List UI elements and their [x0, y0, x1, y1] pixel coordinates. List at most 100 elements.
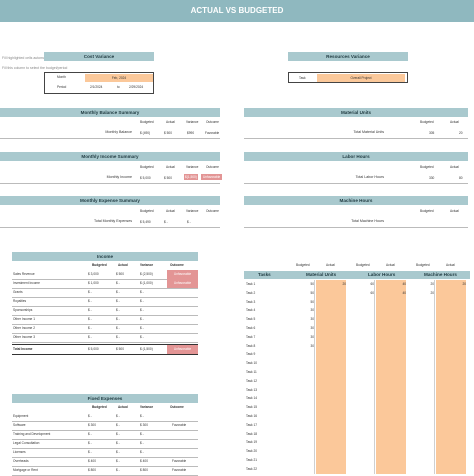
monthly-expense-header: Monthly Expense Summary: [0, 196, 220, 205]
task-row: Task 9: [244, 350, 470, 359]
income-row-outcome: Unfavorable: [167, 279, 198, 288]
task-labor-actual: 40: [400, 282, 406, 286]
mb-outcome: Favorable: [205, 131, 219, 135]
task-row: Task 17: [244, 421, 470, 430]
task-labor-budgeted: 60: [368, 291, 374, 295]
mi-col-outcome: Outcome: [206, 165, 219, 169]
expense-row-actual: $ -: [116, 414, 120, 418]
monthly-balance-header: Monthly Balance Summary: [0, 108, 220, 117]
task-name: Task 7: [246, 335, 255, 339]
me-budgeted: $ 5,490: [140, 220, 151, 224]
task-name: Task 18: [246, 432, 257, 436]
expense-row-variance: $ -: [140, 414, 144, 418]
inc-col-outcome: Outcome: [170, 263, 184, 267]
cost-variance-header: Cost Variance: [44, 52, 154, 61]
expense-row-variance: $ 800: [140, 468, 148, 472]
income-row-label: Sponsorships: [13, 308, 32, 312]
expense-row-budgeted: $ -: [88, 432, 92, 436]
income-row-actual: $ -: [116, 335, 120, 339]
income-row-label: Grants: [13, 290, 23, 294]
task-row: Task 21: [244, 456, 470, 465]
lh-col-budgeted: Budgeted: [420, 165, 434, 169]
monthly-balance-row: Monthly Balance $ (490) $ 500 $990 Favor…: [0, 128, 220, 139]
task-row: Task 15: [244, 403, 470, 412]
month-select[interactable]: Feb, 2024: [85, 74, 153, 82]
task-name: Task 3: [246, 300, 255, 304]
mu-label: Total Material Units: [353, 130, 384, 134]
inc-col-actual: Actual: [118, 263, 128, 267]
mh-label: Total Machine Hours: [351, 219, 384, 223]
income-row-outcome: [167, 333, 198, 342]
lh-budgeted: 330: [429, 176, 434, 180]
mi-col-actual: Actual: [166, 165, 175, 169]
expense-row-variance: $ 400: [140, 459, 148, 463]
income-row-outcome: [167, 306, 198, 315]
expense-row-actual: $ -: [116, 468, 120, 472]
task-row: Task 14: [244, 394, 470, 403]
mb-label: Monthly Balance: [105, 130, 132, 134]
task-machine-budgeted: 20: [428, 291, 434, 295]
task-name: Task 19: [246, 440, 257, 444]
task-material-budgeted: 30: [308, 326, 314, 330]
income-row-label: Sales Revenue: [13, 272, 35, 276]
income-total-row: Total Income$ 5,000$ 500$ (1,500)Unfavor…: [12, 344, 198, 355]
income-row-budgeted: $ -: [88, 308, 92, 312]
rt-sub-5: Actual: [446, 263, 455, 267]
inc-col-budgeted: Budgeted: [92, 263, 107, 267]
expense-row-actual: $ -: [116, 441, 120, 445]
expense-row-label: Mortgage or Rent: [13, 468, 38, 472]
fe-col-variance: Variance: [140, 405, 153, 409]
me-col-budgeted: Budgeted: [140, 209, 154, 213]
mb-col-outcome: Outcome: [206, 120, 219, 124]
income-row-variance: $ (1,000): [140, 281, 153, 285]
mu-col-actual: Actual: [450, 120, 459, 124]
mi-col-budgeted: Budgeted: [140, 165, 154, 169]
expense-row-label: Software: [13, 423, 26, 427]
resources-variance-box: Task Overall Project: [288, 72, 408, 83]
period-from: 2/1/2024: [90, 85, 102, 89]
task-name: Task 12: [246, 379, 257, 383]
income-row-budgeted: $ -: [88, 299, 92, 303]
income-row-actual: $ 500: [116, 272, 124, 276]
task-name: Task 6: [246, 326, 255, 330]
machine-hours-row: Total Machine Hours: [244, 217, 468, 228]
income-row-outcome: Unfavorable: [167, 270, 198, 279]
mu-col-budgeted: Budgeted: [420, 120, 434, 124]
income-row-outcome: [167, 324, 198, 333]
income-total-budgeted: $ 5,000: [88, 347, 99, 351]
expense-row-variance: $ -: [140, 432, 144, 436]
income-row-budgeted: $ 3,000: [88, 272, 99, 276]
lh-actual: 80: [459, 176, 463, 180]
task-name: Task 13: [246, 388, 257, 392]
rt-group-machine: Machine Hours: [424, 271, 457, 279]
expense-row-outcome: Favorable: [172, 459, 186, 463]
income-row-budgeted: $ -: [88, 326, 92, 330]
monthly-income-row: Monthly Income $ 5,000 $ 500 $(1,500) Un…: [0, 173, 220, 184]
task-name: Task 2: [246, 291, 255, 295]
task-row: Task 18: [244, 430, 470, 439]
income-row-actual: $ -: [116, 308, 120, 312]
inc-col-variance: Variance: [140, 263, 153, 267]
monthly-expense-row: Total Monthly Expenses $ 5,490 $ - $ -: [0, 217, 220, 228]
resources-variance-header: Resources Variance: [288, 52, 408, 61]
income-row-label: Other Income 2: [13, 326, 35, 330]
rt-sub-3: Actual: [386, 263, 395, 267]
task-select[interactable]: Overall Project: [317, 74, 405, 82]
income-row-label: Royalties: [13, 299, 26, 303]
cost-variance-box: Month Feb, 2024 Period 2/1/2024 to 2/29/…: [44, 72, 154, 94]
task-label: Task: [299, 76, 306, 80]
task-row: Task 13: [244, 386, 470, 395]
mu-actual: 20: [459, 131, 463, 135]
rt-task-head: Tasks: [258, 271, 271, 279]
expense-row-variance: $ -: [140, 441, 144, 445]
income-row-budgeted: $ -: [88, 335, 92, 339]
rt-sub-0: Budgeted: [296, 263, 310, 267]
income-row-budgeted: $ 1,000: [88, 281, 99, 285]
monthly-income-header: Monthly Income Summary: [0, 152, 220, 161]
me-variance: $ -: [187, 220, 191, 224]
rt-sub-4: Budgeted: [416, 263, 430, 267]
mh-col-actual: Actual: [450, 209, 459, 213]
